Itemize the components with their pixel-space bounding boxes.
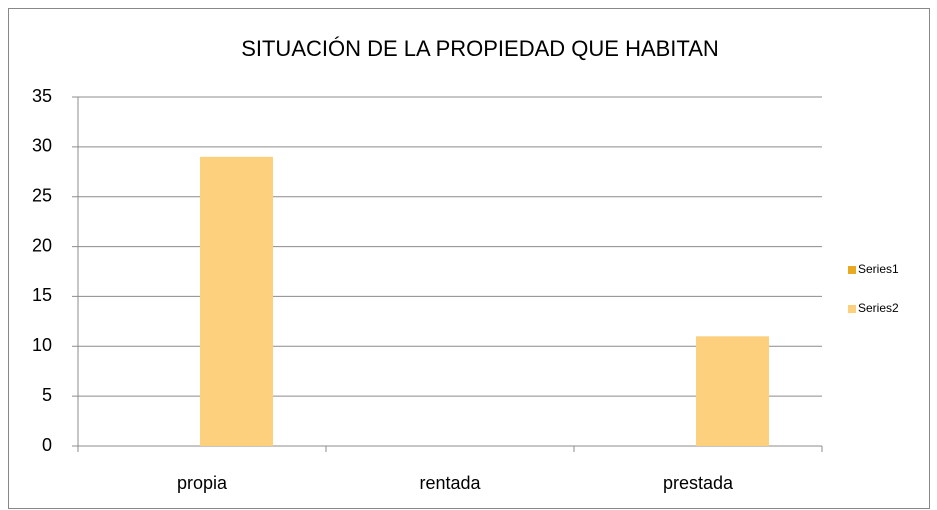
x-tick-label: propia (177, 473, 228, 493)
legend-label: Series1 (858, 262, 899, 276)
legend-swatch (848, 305, 856, 313)
y-tick-label: 30 (32, 136, 52, 156)
chart-border (8, 8, 930, 509)
y-tick-label: 25 (32, 185, 52, 205)
y-tick-label: 10 (32, 335, 52, 355)
legend-swatch (848, 266, 856, 274)
legend-label: Series2 (858, 301, 899, 315)
y-tick-label: 20 (32, 235, 52, 255)
y-tick-label: 15 (32, 285, 52, 305)
y-tick-label: 5 (42, 385, 52, 405)
bar (200, 156, 273, 447)
x-tick-label: rentada (419, 473, 481, 493)
y-tick-label: 35 (32, 86, 52, 106)
bar (696, 336, 769, 446)
x-tick-label: prestada (663, 473, 734, 493)
chart-title: SITUACIÓN DE LA PROPIEDAD QUE HABITAN (241, 36, 719, 61)
y-tick-label: 0 (42, 435, 52, 455)
